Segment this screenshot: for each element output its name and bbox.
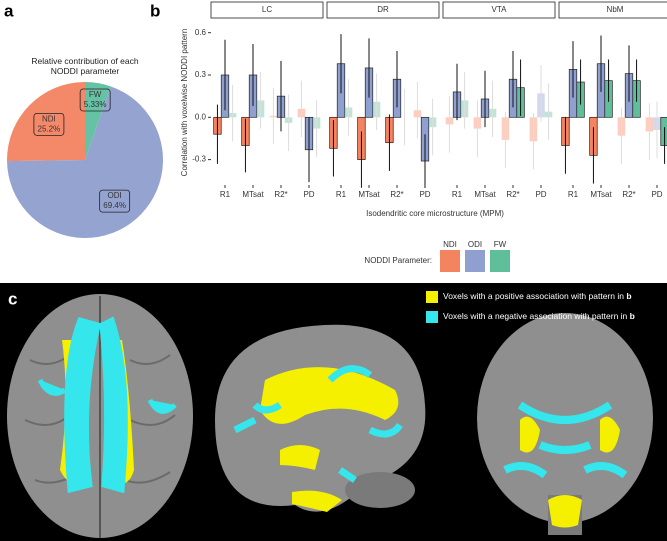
facet-title: VTA <box>492 5 508 14</box>
legend-label: FW <box>494 240 507 249</box>
facet-title: DR <box>377 5 389 14</box>
facet-strip <box>442 1 556 19</box>
pie-label-box <box>79 88 111 112</box>
x-tick-label: PD <box>303 190 314 199</box>
pie-value-label: 25.2% <box>38 125 61 134</box>
brain-top-view <box>7 294 193 538</box>
x-tick-label: PD <box>535 190 546 199</box>
legend-label: ODI <box>468 240 482 249</box>
facet-title: NbM <box>607 5 624 14</box>
x-tick-label: PD <box>419 190 430 199</box>
x-tick-label: R1 <box>568 190 579 199</box>
y-axis-label: Correlation with voxelwise NODDI pattern <box>180 29 189 177</box>
x-tick-label: MTsat <box>590 190 612 199</box>
brain-legend-swatch <box>426 291 438 303</box>
panel-label: b <box>150 1 160 20</box>
bar <box>660 116 667 146</box>
brain-side-view <box>215 324 426 512</box>
pie-label: FW <box>89 90 102 99</box>
brain-legend-ref: b <box>626 291 631 301</box>
legend-swatch <box>490 250 510 272</box>
x-axis-label: Isodendritic core microstructure (MPM) <box>366 209 504 218</box>
pie-slice <box>85 82 111 160</box>
pie-slice <box>6 82 85 162</box>
legend-swatch <box>440 250 460 272</box>
brain-legend-text: Voxels with a negative association with … <box>443 311 630 321</box>
pie-value-label: 69.4% <box>103 201 126 210</box>
brain-front-view <box>477 313 653 535</box>
x-tick-label: R1 <box>220 190 231 199</box>
legend-label: NDI <box>443 240 457 249</box>
y-tick-label: -0.3 <box>192 155 206 164</box>
x-tick-label: MTsat <box>358 190 380 199</box>
pie-label-box <box>99 189 131 213</box>
pie-label-box <box>33 112 65 136</box>
pie-label: ODI <box>108 191 122 200</box>
x-tick-label: R1 <box>452 190 463 199</box>
facet-strip <box>210 1 324 19</box>
y-tick-label: 0.3 <box>195 70 207 79</box>
x-tick-label: R2* <box>506 190 519 199</box>
pie-label: NDI <box>42 115 56 124</box>
legend-title: NODDI Parameter: <box>364 256 432 265</box>
y-tick-label: 0.0 <box>195 112 207 121</box>
brain-legend-label: Voxels with a positive association with … <box>443 291 632 301</box>
panel-label: c <box>8 289 17 308</box>
x-tick-label: PD <box>651 190 662 199</box>
x-tick-label: R2* <box>390 190 403 199</box>
facet-strip <box>326 1 440 19</box>
pie-title-box: Relative contribution of each NODDI para… <box>31 56 139 76</box>
facet-strip <box>558 1 667 19</box>
panel-label: a <box>4 1 14 20</box>
pie-title: Relative contribution of each NODDI para… <box>31 56 139 76</box>
brain-legend-text: Voxels with a positive association with … <box>443 291 626 301</box>
pie-value-label: 5.33% <box>84 100 107 109</box>
legend-swatch <box>465 250 485 272</box>
x-tick-label: MTsat <box>474 190 496 199</box>
brain-legend-label: Voxels with a negative association with … <box>443 311 635 321</box>
pie-slice <box>7 86 164 239</box>
x-tick-label: R2* <box>622 190 635 199</box>
x-tick-label: MTsat <box>242 190 264 199</box>
brain-legend-swatch <box>426 311 438 323</box>
x-tick-label: R1 <box>336 190 347 199</box>
x-tick-label: R2* <box>274 190 287 199</box>
facet-title: LC <box>262 5 272 14</box>
y-tick-label: 0.6 <box>195 28 207 37</box>
brain-legend-ref: b <box>630 311 635 321</box>
